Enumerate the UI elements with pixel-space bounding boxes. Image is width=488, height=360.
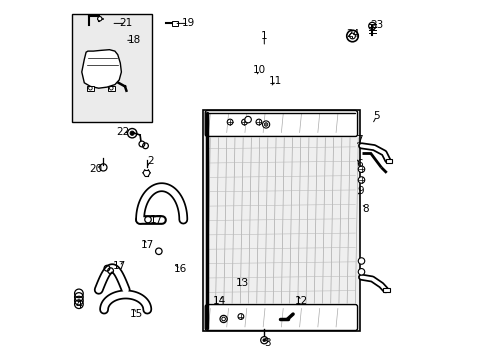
Text: 21: 21: [119, 18, 132, 28]
Text: 19: 19: [182, 18, 195, 28]
Circle shape: [98, 17, 102, 21]
Text: 10: 10: [253, 65, 265, 75]
Text: 3: 3: [264, 338, 271, 348]
Bar: [203, 110, 359, 331]
Text: 15: 15: [130, 309, 143, 319]
Circle shape: [241, 119, 247, 125]
Circle shape: [227, 119, 232, 125]
Text: 24: 24: [345, 29, 358, 39]
Bar: [72, 14, 151, 122]
Circle shape: [244, 116, 251, 123]
Text: 17: 17: [149, 215, 163, 225]
Text: 6: 6: [356, 159, 362, 169]
Text: 5: 5: [372, 111, 379, 121]
Text: 8: 8: [362, 204, 368, 214]
Text: 17: 17: [141, 240, 154, 250]
Circle shape: [264, 123, 267, 126]
Text: 7: 7: [356, 135, 362, 145]
Bar: [385, 159, 391, 163]
Circle shape: [358, 166, 364, 172]
Circle shape: [256, 119, 261, 125]
Circle shape: [263, 339, 265, 342]
Text: 14: 14: [212, 296, 225, 306]
Text: 2: 2: [146, 156, 153, 166]
Circle shape: [238, 314, 244, 319]
Bar: [87, 86, 94, 91]
Text: 4: 4: [76, 300, 82, 310]
Bar: [171, 21, 177, 26]
Circle shape: [130, 131, 134, 135]
Text: 20: 20: [89, 164, 102, 174]
FancyBboxPatch shape: [205, 305, 357, 330]
Bar: [383, 288, 389, 292]
Circle shape: [358, 177, 364, 183]
Text: 13: 13: [236, 278, 249, 288]
Circle shape: [260, 337, 267, 344]
Text: 16: 16: [173, 264, 187, 274]
Circle shape: [262, 121, 269, 128]
Bar: [107, 86, 115, 91]
Circle shape: [358, 258, 364, 264]
FancyBboxPatch shape: [205, 111, 357, 136]
Text: 23: 23: [369, 20, 383, 30]
Text: 17: 17: [113, 261, 126, 271]
Polygon shape: [81, 50, 121, 88]
Text: 22: 22: [116, 127, 129, 138]
Text: 9: 9: [356, 186, 363, 196]
Text: 11: 11: [269, 76, 282, 86]
Text: 1: 1: [261, 31, 267, 41]
Circle shape: [358, 269, 364, 275]
Text: 18: 18: [127, 35, 141, 45]
Text: 12: 12: [294, 296, 307, 306]
